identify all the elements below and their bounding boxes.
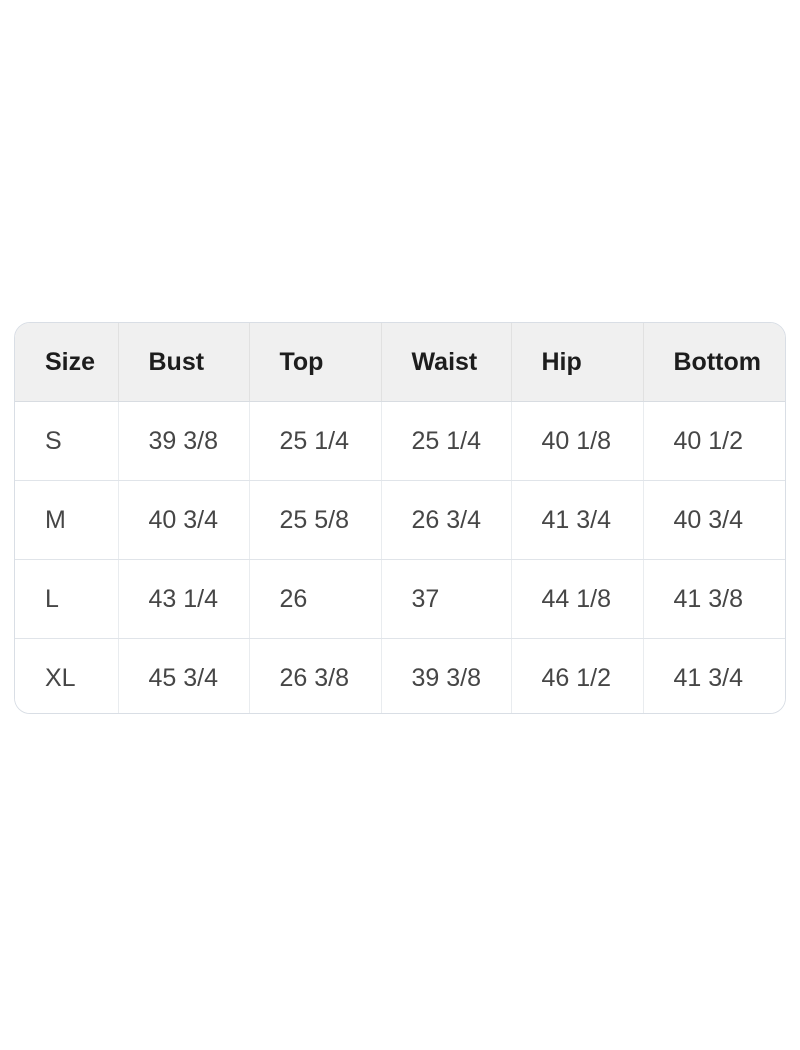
value-cell: 37: [381, 559, 512, 639]
value-cell: 44 1/8: [511, 559, 644, 639]
value-cell: 40 3/4: [643, 480, 785, 560]
value-cell: 26: [249, 559, 382, 639]
column-header-bottom: Bottom: [643, 323, 785, 402]
size-cell: S: [15, 401, 119, 481]
value-cell: 25 5/8: [249, 480, 382, 560]
header-row: Size Bust Top Waist Hip Bottom: [15, 323, 785, 402]
column-header-size: Size: [15, 323, 119, 402]
value-cell: 26 3/8: [249, 638, 382, 713]
size-cell: XL: [15, 638, 119, 713]
value-cell: 39 3/8: [381, 638, 512, 713]
value-cell: 40 1/2: [643, 401, 785, 481]
size-cell: L: [15, 559, 119, 639]
table-row-s: S 39 3/8 25 1/4 25 1/4 40 1/8 40 1/2: [15, 401, 785, 481]
table-row-xl: XL 45 3/4 26 3/8 39 3/8 46 1/2 41 3/4: [15, 638, 785, 713]
size-chart-card: Size Bust Top Waist Hip Bottom S 39 3/8 …: [14, 322, 786, 714]
value-cell: 40 3/4: [118, 480, 250, 560]
value-cell: 26 3/4: [381, 480, 512, 560]
value-cell: 40 1/8: [511, 401, 644, 481]
value-cell: 41 3/4: [511, 480, 644, 560]
column-header-bust: Bust: [118, 323, 250, 402]
value-cell: 46 1/2: [511, 638, 644, 713]
size-cell: M: [15, 480, 119, 560]
value-cell: 45 3/4: [118, 638, 250, 713]
value-cell: 43 1/4: [118, 559, 250, 639]
value-cell: 25 1/4: [249, 401, 382, 481]
size-chart-table: Size Bust Top Waist Hip Bottom S 39 3/8 …: [15, 323, 785, 713]
table-row-l: L 43 1/4 26 37 44 1/8 41 3/8: [15, 559, 785, 639]
column-header-top: Top: [249, 323, 382, 402]
value-cell: 41 3/8: [643, 559, 785, 639]
value-cell: 25 1/4: [381, 401, 512, 481]
value-cell: 41 3/4: [643, 638, 785, 713]
column-header-waist: Waist: [381, 323, 512, 402]
table-row-m: M 40 3/4 25 5/8 26 3/4 41 3/4 40 3/4: [15, 480, 785, 560]
value-cell: 39 3/8: [118, 401, 250, 481]
column-header-hip: Hip: [511, 323, 644, 402]
